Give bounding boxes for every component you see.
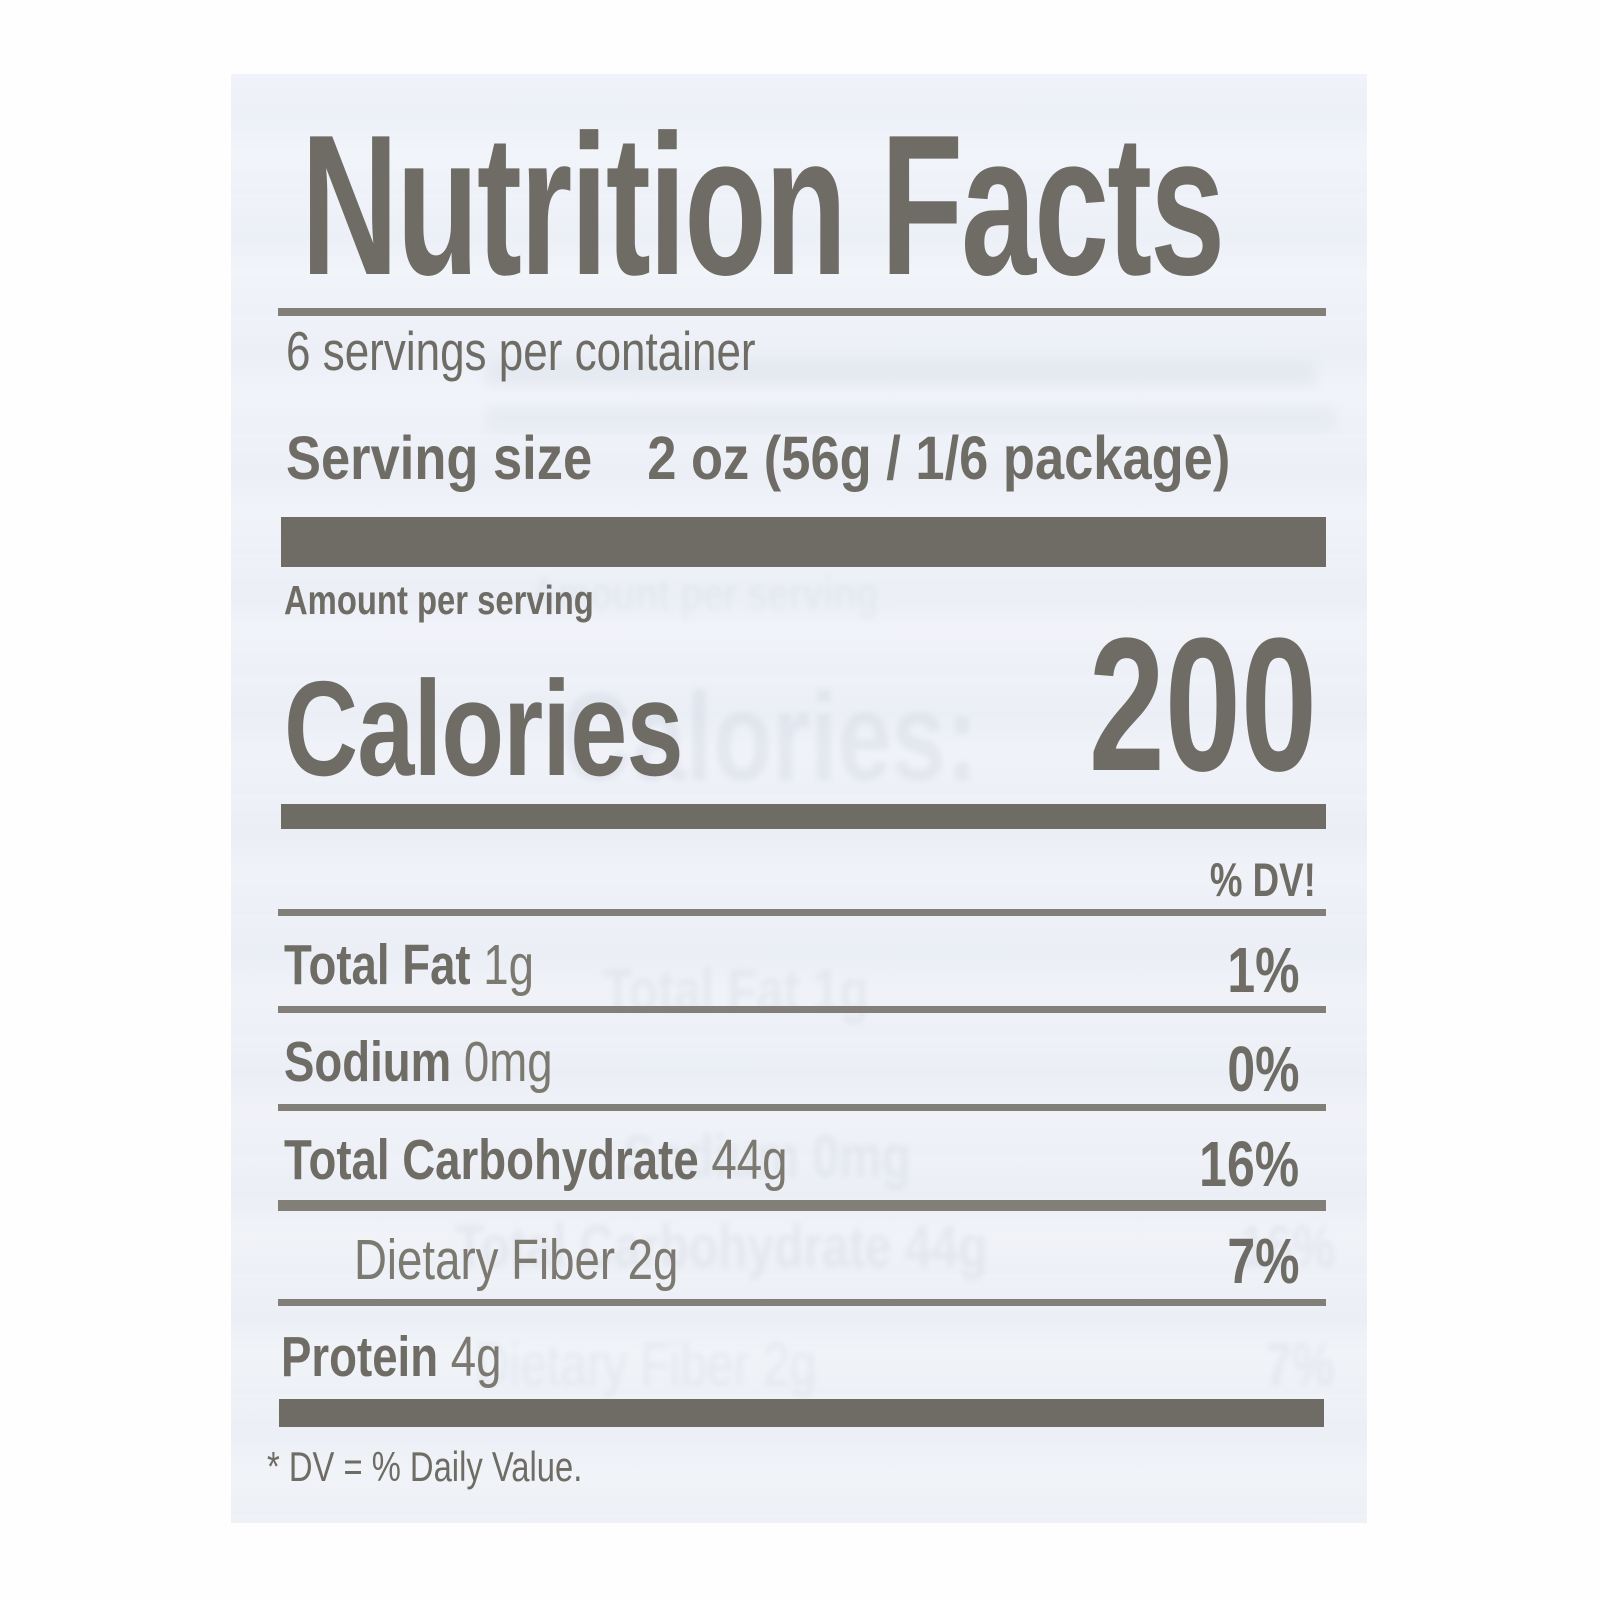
nutrient-name: Total Fat: [284, 933, 471, 997]
nutrient-row-total-fat: Total Fat 1g: [284, 937, 597, 994]
nutrient-row-protein: Protein 4g: [281, 1329, 557, 1386]
nutrient-row-sodium: Sodium 0mg: [284, 1034, 620, 1091]
nutrient-amount: 44g: [711, 1128, 788, 1192]
row-rule: [278, 1104, 1326, 1111]
calories-label: Calories: [284, 653, 684, 804]
nutrient-name: Dietary Fiber: [354, 1228, 615, 1292]
bleedthrough-band: [486, 406, 1336, 430]
servings-per-container: 6 servings per container: [286, 320, 756, 382]
row-rule: [278, 909, 1326, 916]
title-underline: [278, 308, 1326, 316]
nutrient-dv-dietary-fiber: 7%: [1226, 1225, 1299, 1297]
serving-size-row: Serving size 2 oz (56g / 1/6 package): [286, 428, 1367, 489]
nutrient-amount: 0mg: [463, 1030, 553, 1094]
nutrient-name: Protein: [281, 1325, 439, 1389]
daily-value-header: % DV!: [1210, 853, 1316, 906]
nutrient-amount: 4g: [450, 1325, 502, 1389]
bleedthrough-band: [486, 360, 1316, 386]
nutrient-dv-sodium: 0%: [1226, 1033, 1299, 1105]
nutrient-dv-total-carbohydrate: 16%: [1199, 1128, 1299, 1200]
row-rule: [278, 1006, 1326, 1013]
label-title: Nutrition Facts: [301, 94, 1225, 317]
bleedthrough-amount-per-serving: Amount per serving: [531, 567, 879, 619]
label-card: Amount per serving Calories: Total Fat 1…: [231, 74, 1367, 1523]
bleedthrough-total-fat: Total Fat 1g: [603, 957, 869, 1024]
nutrient-row-total-carbohydrate: Total Carbohydrate 44g: [284, 1132, 913, 1189]
nutrient-dv-total-fat: 1%: [1226, 934, 1299, 1006]
row-rule-thick: [278, 1200, 1326, 1211]
serving-size-label: Serving size: [286, 424, 593, 492]
nutrient-amount: 2g: [627, 1228, 679, 1292]
nutrient-row-dietary-fiber: Dietary Fiber 2g: [354, 1232, 760, 1289]
bleedthrough-fiber: Dietary Fiber 2g 7%: [475, 1331, 1335, 1398]
thick-separator-top: [281, 517, 1326, 567]
bleedthrough-sodium: Sodium 0mg: [623, 1123, 912, 1190]
amount-per-serving: Amount per serving: [284, 577, 594, 623]
medium-separator: [281, 804, 1326, 829]
nutrient-name: Sodium: [284, 1030, 452, 1094]
bleedthrough-calories: Calories:: [561, 668, 979, 807]
row-rule: [278, 1299, 1326, 1306]
serving-size-value: 2 oz (56g / 1/6 package): [647, 424, 1231, 492]
footnote: * DV = % Daily Value.: [267, 1443, 583, 1490]
nutrient-name: Total Carbohydrate: [284, 1128, 699, 1192]
calories-value: 200: [1088, 599, 1317, 811]
nutrient-amount: 1g: [483, 933, 535, 997]
bleedthrough-carbohydrate: Total Carbohydrate 44g 16%: [455, 1213, 1335, 1280]
thick-separator-bottom: [279, 1399, 1324, 1427]
